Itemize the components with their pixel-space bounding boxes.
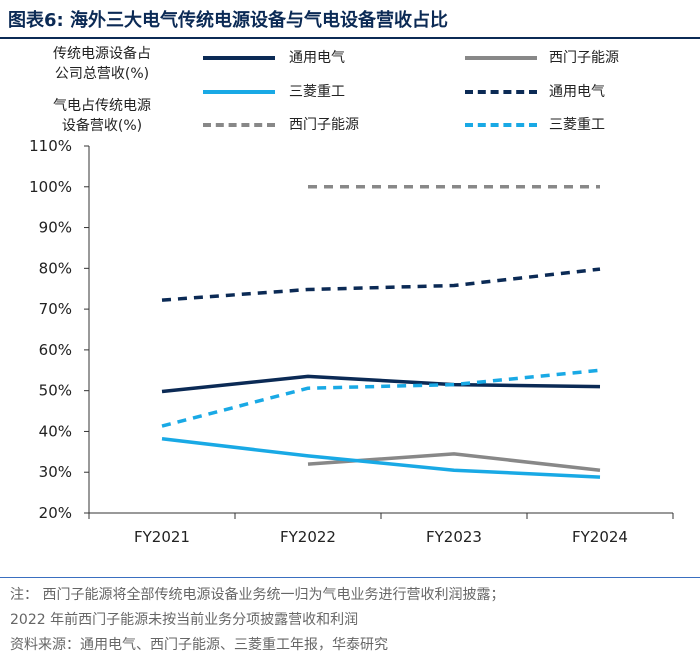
legend-swatch-ge-dashed	[465, 90, 537, 94]
legend-label-siemens-solid: 西门子能源	[549, 50, 619, 66]
y-axis-title-dashed-line2: 设备营收(%)	[61, 118, 143, 134]
y-tick-label: 90%	[39, 219, 72, 237]
y-tick-label: 20%	[39, 504, 72, 522]
footnote-line1: 注： 西门子能源将全部传统电源设备业务统一归为气电业务进行营收利润披露；	[10, 587, 505, 603]
y-tick-label: 60%	[39, 341, 72, 359]
footer-divider	[0, 577, 700, 578]
series-line-3-dashed	[161, 267, 601, 302]
legend-swatch-ge-solid	[203, 56, 275, 60]
legend-swatch-mhi-solid	[203, 90, 275, 94]
y-axis-title-solid: 传统电源设备占 公司总营收(%)	[22, 44, 182, 84]
x-tick-label: FY2021	[134, 528, 190, 546]
legend-swatch-siemens-dashed	[203, 123, 275, 127]
series-line-2-solid	[161, 437, 601, 479]
series-line-1-solid	[307, 452, 601, 472]
y-tick-label: 100%	[29, 178, 72, 196]
x-tick-label: FY2024	[572, 528, 628, 546]
legend-label-siemens-dashed: 西门子能源	[289, 117, 359, 133]
figure-header: 图表6: 海外三大电气传统电源设备与气电设备营收占比	[0, 0, 700, 40]
y-axis-title-dashed: 气电占传统电源 设备营收(%)	[22, 96, 182, 136]
y-tick-label: 50%	[39, 382, 72, 400]
legend-label-ge-solid: 通用电气	[289, 50, 345, 66]
y-tick-label: 80%	[39, 259, 72, 277]
series-line-0-solid	[161, 374, 601, 394]
legend-swatch-siemens-solid	[465, 56, 537, 60]
y-axis-title-solid-line1: 传统电源设备占	[53, 46, 151, 62]
footnote-line2: 2022 年前西门子能源未按当前业务分项披露营收和利润	[10, 612, 359, 628]
legend-label-ge-dashed: 通用电气	[549, 84, 605, 100]
y-tick-label: 70%	[39, 300, 72, 318]
y-tick-label: 40%	[39, 422, 72, 440]
source-note: 资料来源：通用电气、西门子能源、三菱重工年报，华泰研究	[10, 637, 388, 653]
figure-title: 图表6: 海外三大电气传统电源设备与气电设备营收占比	[8, 10, 448, 31]
y-tick-label: 110%	[29, 137, 72, 155]
y-axis-title-solid-line2: 公司总营收(%)	[54, 66, 150, 82]
legend-label-mhi-solid: 三菱重工	[289, 84, 345, 100]
series-line-5-dashed	[161, 368, 601, 428]
x-tick-label: FY2023	[426, 528, 482, 546]
legend-swatch-mhi-dashed	[465, 123, 537, 127]
y-tick-label: 30%	[39, 463, 72, 481]
y-axis-title-dashed-line1: 气电占传统电源	[53, 98, 151, 114]
legend-label-mhi-dashed: 三菱重工	[549, 117, 605, 133]
x-tick-label: FY2022	[280, 528, 336, 546]
header-divider	[0, 37, 700, 39]
